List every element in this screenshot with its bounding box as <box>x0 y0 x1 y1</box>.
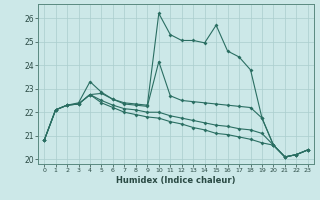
X-axis label: Humidex (Indice chaleur): Humidex (Indice chaleur) <box>116 176 236 185</box>
